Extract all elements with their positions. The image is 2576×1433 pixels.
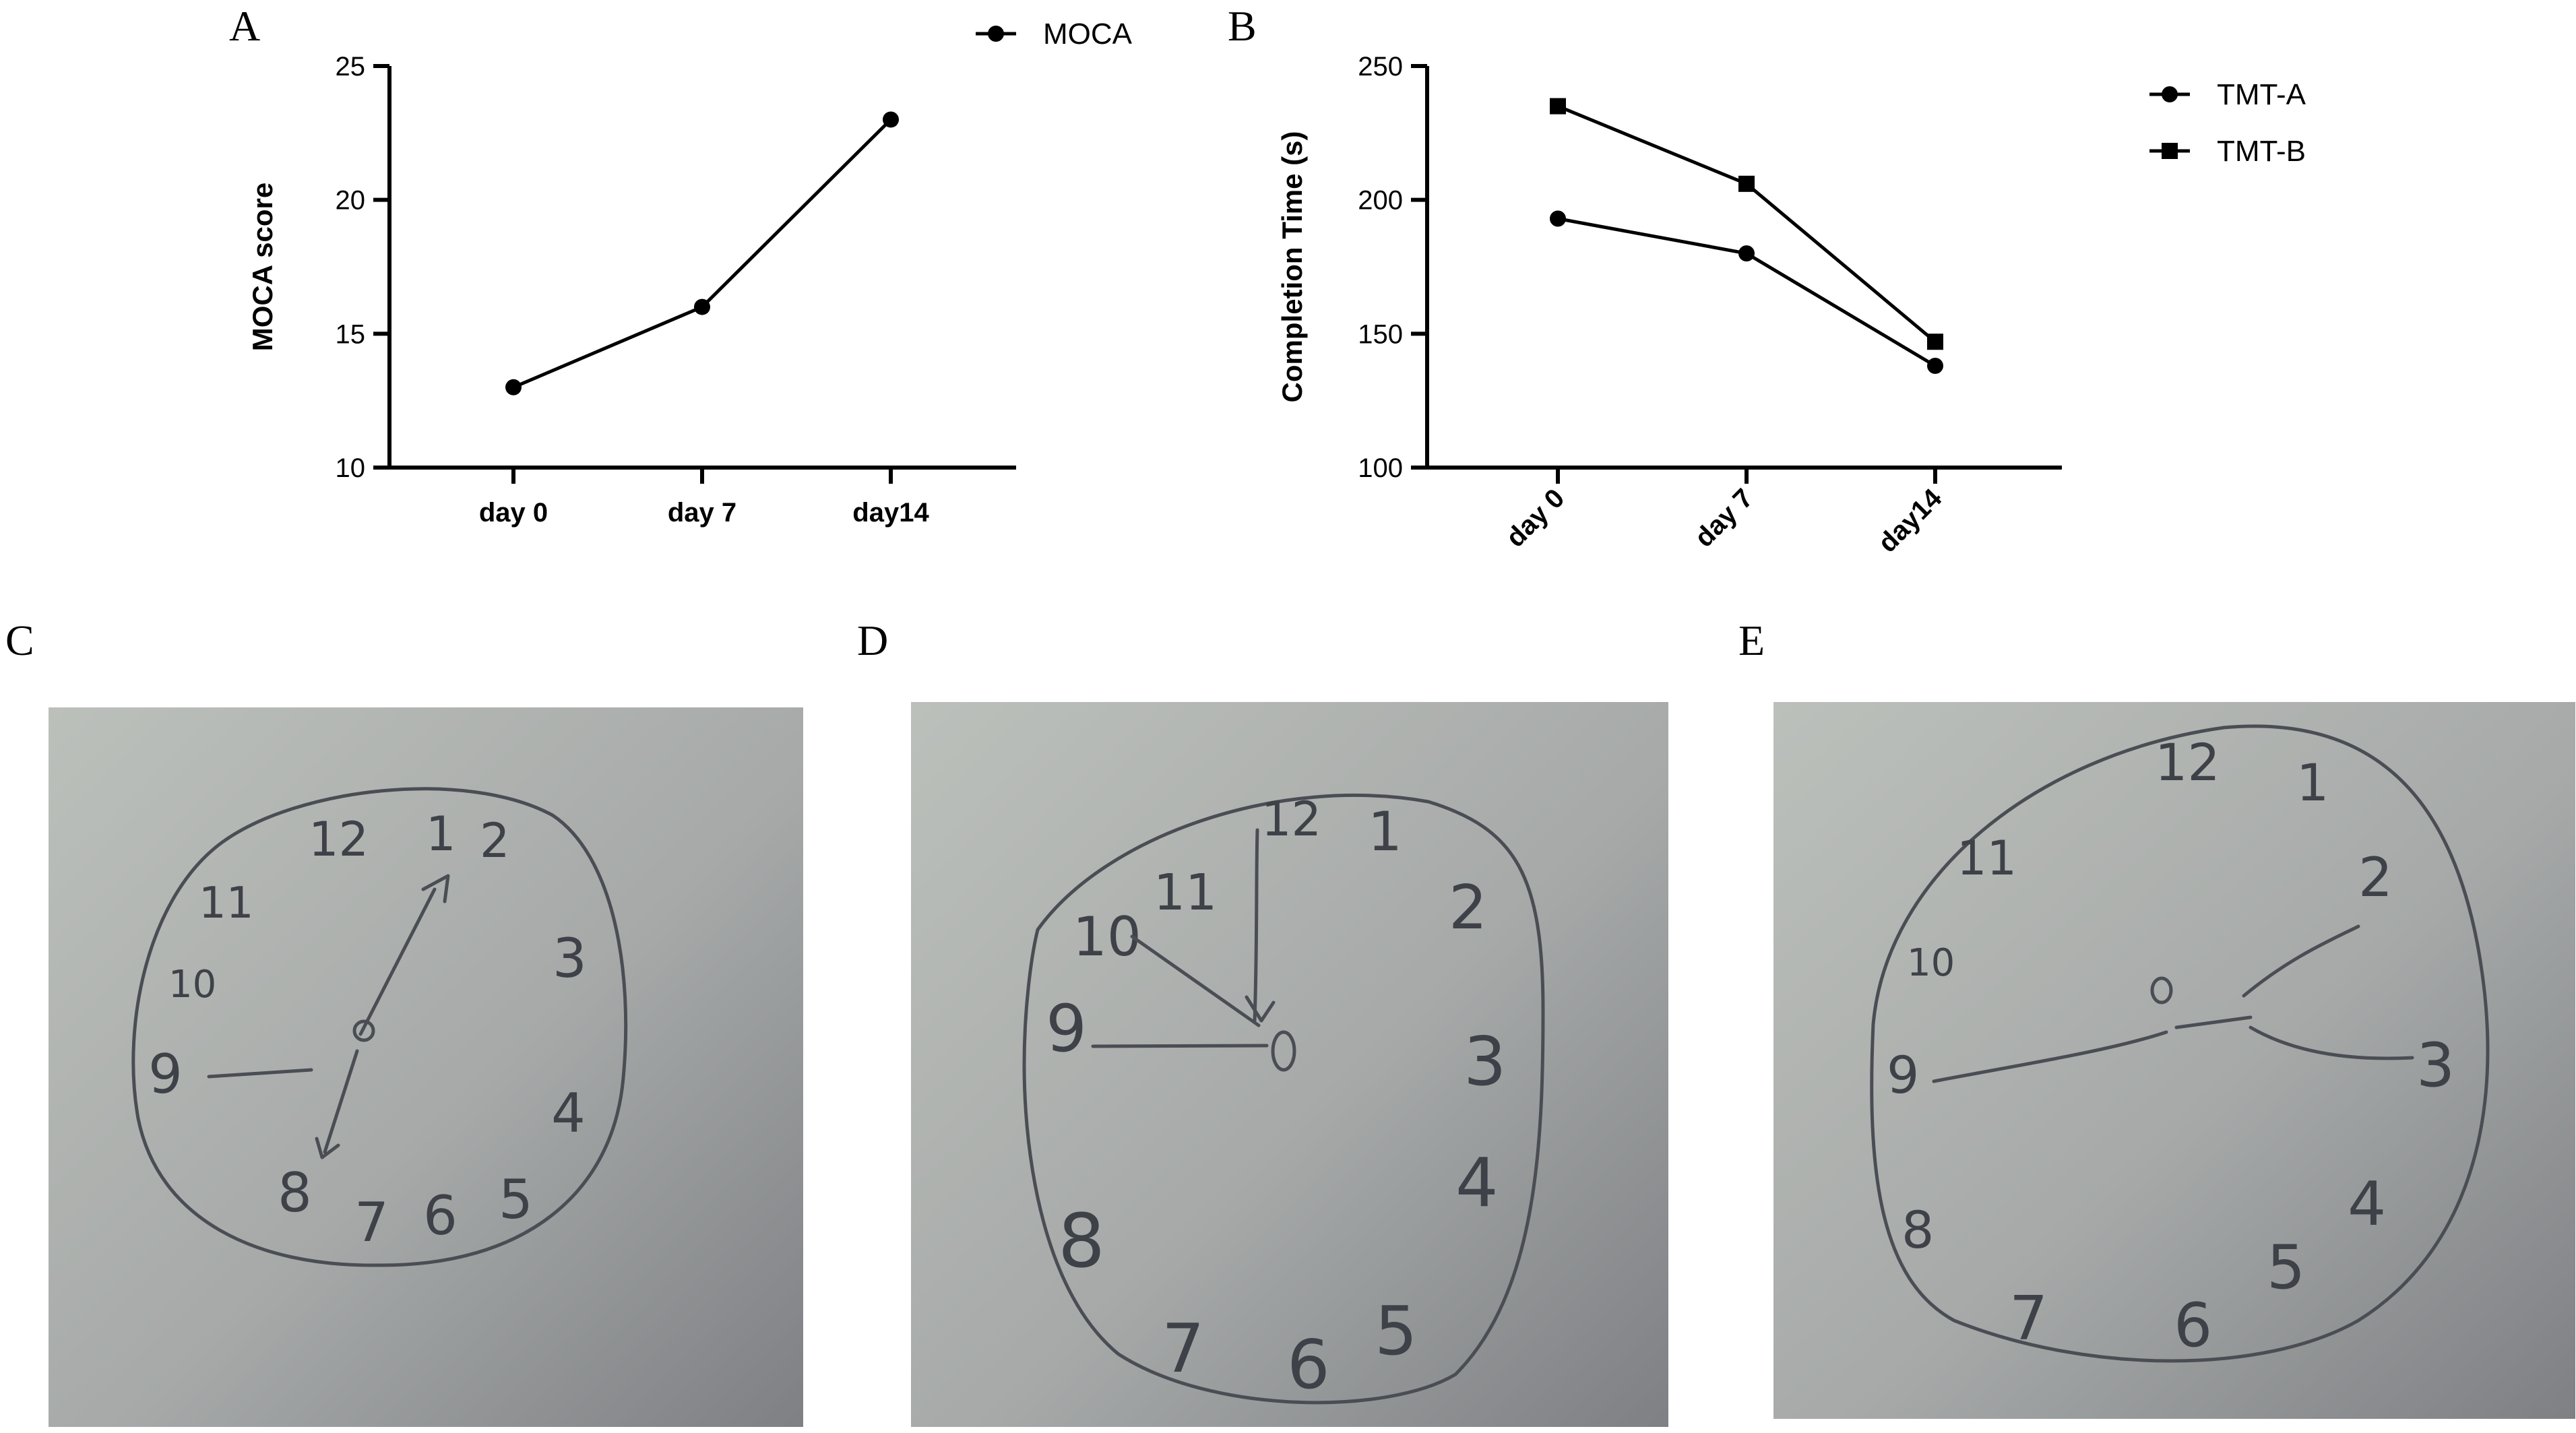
photo-d-clock-hands bbox=[1091, 828, 1276, 1048]
y-tick-label: 100 bbox=[1358, 453, 1403, 483]
chart-b-axes bbox=[1425, 66, 2062, 470]
data-point bbox=[1550, 210, 1566, 227]
photo-e-clock-outline bbox=[1870, 724, 2490, 1363]
photo-e-numeral-8: 8 bbox=[1902, 1200, 1934, 1260]
y-tick-label: 20 bbox=[336, 186, 366, 216]
legend-moca-label: MOCA bbox=[1043, 18, 1133, 51]
photo-e-paper bbox=[1773, 702, 2575, 1419]
panel-letter-b: B bbox=[1228, 2, 1257, 50]
panel-letter-e: E bbox=[1738, 616, 1765, 664]
x-tick-label: day 7 bbox=[1689, 483, 1759, 552]
tmt-line-chart: Completion Time (s) 100 150 200 250 day 0 day… bbox=[1276, 52, 2306, 559]
clock-photo-c: 12 1 2 3 4 5 6 7 8 9 10 11 bbox=[49, 707, 803, 1427]
photo-e-numeral-1: 1 bbox=[2296, 753, 2329, 813]
chart-b-y-axis-title: Completion Time (s) bbox=[1276, 131, 1308, 403]
chart-a-axes bbox=[387, 66, 1016, 470]
x-tick-label: day14 bbox=[1873, 483, 1948, 559]
photo-c-numeral-3: 3 bbox=[553, 927, 587, 990]
x-tick-label: day14 bbox=[852, 498, 929, 528]
photo-c-numeral-6: 6 bbox=[423, 1184, 458, 1247]
data-point bbox=[505, 379, 522, 395]
photo-d-numeral-3: 3 bbox=[1464, 1022, 1507, 1101]
photo-d-numeral-8: 8 bbox=[1058, 1198, 1105, 1284]
panel-letter-c: C bbox=[5, 616, 34, 664]
legend-tmt-b-marker bbox=[2162, 143, 2178, 159]
photo-d-numeral-5: 5 bbox=[1375, 1292, 1418, 1370]
legend-tmt-a-label: TMT-A bbox=[2217, 78, 2306, 111]
photo-c-numeral-7: 7 bbox=[354, 1191, 389, 1254]
photo-d-numeral-9: 9 bbox=[1046, 991, 1087, 1066]
panel-letter-a: A bbox=[229, 2, 260, 50]
series-line-tmt-b bbox=[1557, 104, 1937, 344]
photo-e-numeral-4: 4 bbox=[2348, 1169, 2386, 1240]
clock-photo-d: 12 1 2 3 4 5 6 7 8 9 10 11 bbox=[911, 702, 1668, 1427]
photo-e-numeral-11: 11 bbox=[1957, 831, 2017, 886]
panel-letter-d: D bbox=[857, 616, 888, 664]
data-point bbox=[694, 298, 710, 315]
data-point bbox=[1550, 98, 1566, 115]
photo-d-numeral-2: 2 bbox=[1449, 872, 1487, 943]
y-tick-label: 15 bbox=[336, 319, 366, 349]
photo-d-numeral-1: 1 bbox=[1368, 800, 1402, 863]
photo-d-numeral-7: 7 bbox=[1162, 1309, 1205, 1388]
clock-photo-e: 12 1 2 3 4 5 6 7 8 9 10 11 bbox=[1773, 702, 2575, 1419]
photo-d-clock-outline bbox=[1022, 793, 1545, 1405]
photo-e-numeral-10: 10 bbox=[1907, 941, 1955, 985]
data-point bbox=[883, 111, 899, 128]
chart-b-legend: TMT-A TMT-B bbox=[2149, 78, 2306, 168]
photo-e-numerals: 12 1 2 3 4 5 6 7 8 9 10 11 bbox=[1887, 732, 2455, 1361]
photo-d-numeral-12: 12 bbox=[1261, 792, 1321, 847]
photo-c-numeral-9: 9 bbox=[148, 1043, 183, 1106]
photo-e-numeral-5: 5 bbox=[2267, 1232, 2305, 1303]
photo-c-numeral-1: 1 bbox=[426, 806, 456, 862]
photo-e-numeral-2: 2 bbox=[2358, 846, 2393, 909]
x-tick-label: day 7 bbox=[668, 498, 736, 528]
photo-c-numerals: 12 1 2 3 4 5 6 7 8 9 10 11 bbox=[148, 806, 587, 1254]
data-point bbox=[1738, 245, 1755, 262]
photo-d-numerals: 12 1 2 3 4 5 6 7 8 9 10 11 bbox=[1046, 792, 1507, 1404]
x-tick-label: day 0 bbox=[1501, 483, 1570, 552]
photo-c-numeral-12: 12 bbox=[309, 812, 369, 867]
photo-e-clock-hands bbox=[1932, 924, 2414, 1083]
photo-d-numeral-6: 6 bbox=[1287, 1325, 1330, 1404]
data-point bbox=[1927, 358, 1943, 375]
photo-e-numeral-3: 3 bbox=[2416, 1030, 2455, 1101]
photo-d-numeral-4: 4 bbox=[1455, 1143, 1499, 1222]
legend-moca-marker bbox=[988, 26, 1004, 42]
y-tick-label: 200 bbox=[1358, 186, 1403, 216]
y-tick-label: 10 bbox=[336, 453, 366, 483]
legend-tmt-b-label: TMT-B bbox=[2217, 135, 2306, 168]
photo-c-numeral-5: 5 bbox=[499, 1168, 533, 1231]
chart-a-legend: MOCA bbox=[976, 18, 1133, 51]
photo-c-numeral-4: 4 bbox=[551, 1082, 586, 1145]
x-tick-label: day 0 bbox=[479, 498, 548, 528]
photo-c-numeral-2: 2 bbox=[480, 813, 510, 868]
photo-c-numeral-10: 10 bbox=[168, 963, 216, 1007]
legend-tmt-a-marker bbox=[2162, 86, 2178, 102]
photo-c-numeral-11: 11 bbox=[199, 879, 253, 928]
photo-d-clock-center bbox=[1271, 1030, 1296, 1072]
series-line-moca bbox=[513, 118, 892, 389]
photo-e-numeral-12: 12 bbox=[2155, 732, 2220, 792]
photo-d-numeral-11: 11 bbox=[1154, 864, 1217, 922]
photo-e-numeral-7: 7 bbox=[2009, 1283, 2048, 1354]
moca-line-chart: MOCA score 10 15 20 25 day 0 day 7 day14 MOCA bbox=[247, 18, 1133, 528]
photo-e-clock-center bbox=[2150, 976, 2173, 1005]
chart-a-y-axis-title: MOCA score bbox=[247, 183, 278, 352]
photo-e-numeral-9: 9 bbox=[1887, 1045, 1919, 1105]
photo-c-clock-outline bbox=[131, 787, 628, 1267]
photo-c-paper bbox=[49, 707, 803, 1427]
photo-e-numeral-6: 6 bbox=[2174, 1290, 2212, 1361]
photo-d-numeral-10: 10 bbox=[1073, 905, 1141, 968]
y-tick-label: 250 bbox=[1358, 52, 1403, 82]
photo-c-clock-hands bbox=[207, 874, 450, 1159]
y-tick-label: 150 bbox=[1358, 319, 1403, 349]
photo-c-numeral-8: 8 bbox=[278, 1161, 312, 1224]
data-point bbox=[1927, 333, 1943, 350]
y-tick-label: 25 bbox=[336, 52, 366, 82]
photo-c-clock-center bbox=[352, 1019, 375, 1042]
data-point bbox=[1738, 175, 1755, 192]
